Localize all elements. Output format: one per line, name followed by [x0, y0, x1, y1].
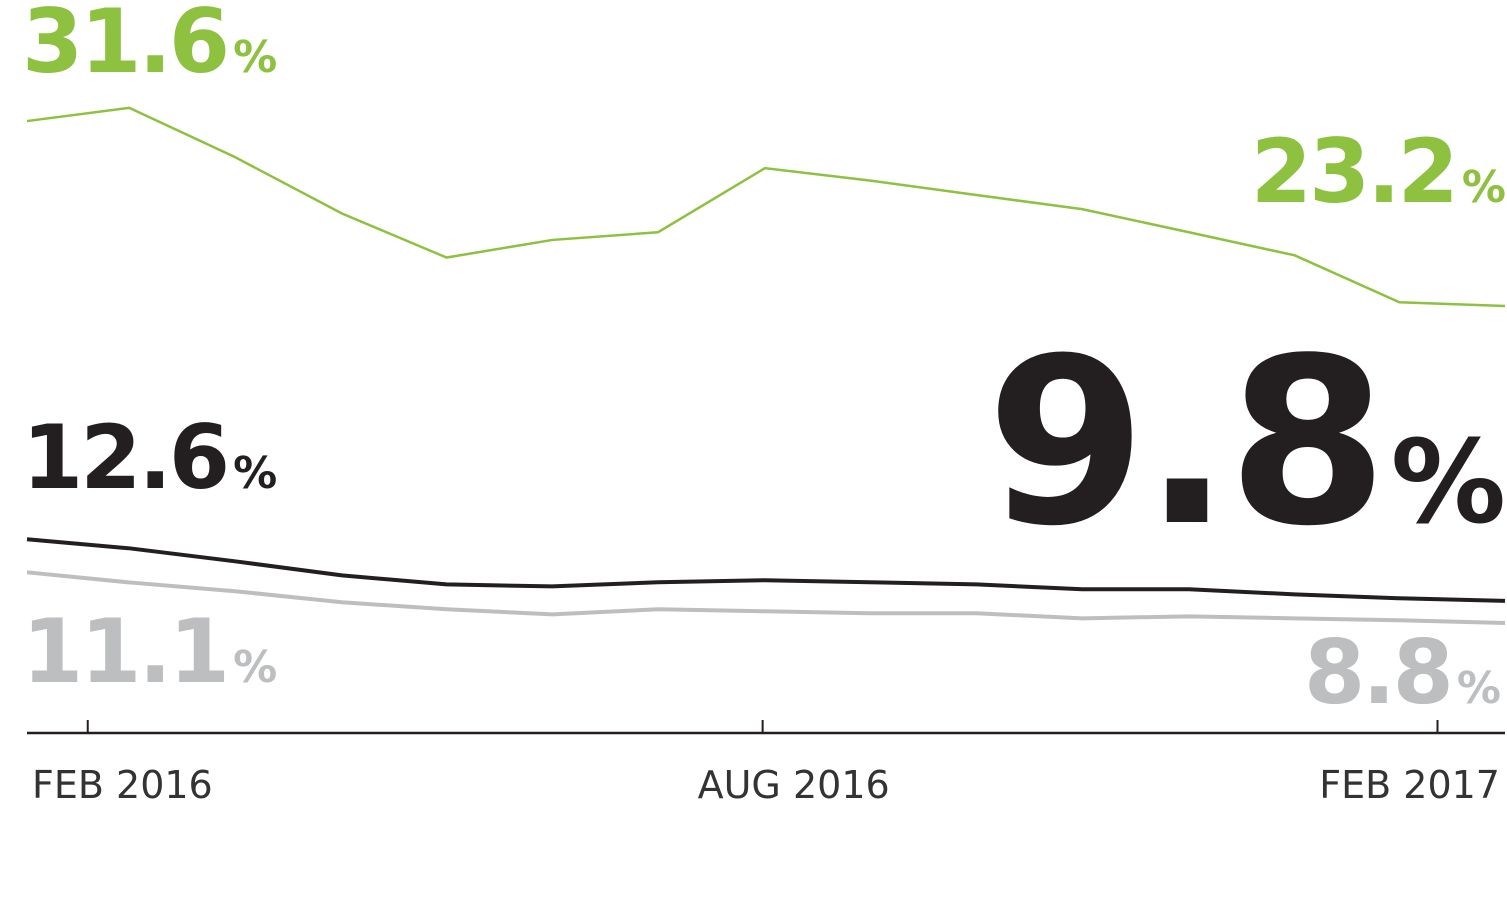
value-label: 11.1%: [22, 600, 276, 703]
value-label: 9.8%: [986, 310, 1503, 577]
value-label-number: 23.2: [1251, 120, 1456, 223]
value-label-number: 11.1: [22, 600, 227, 703]
value-label-unit: %: [1462, 162, 1505, 213]
value-label-number: 31.6: [22, 0, 227, 93]
value-label-unit: %: [1391, 416, 1503, 550]
value-label-number: 9.8: [986, 310, 1384, 577]
x-tick-label: FEB 2016: [32, 763, 213, 807]
value-label-number: 12.6: [22, 406, 227, 509]
series-line: [26, 537, 1506, 603]
value-label: 23.2%: [1251, 120, 1505, 223]
value-label-unit: %: [1457, 663, 1500, 714]
series-line: [26, 106, 1506, 308]
series-line: [26, 570, 1506, 625]
value-label-unit: %: [233, 32, 276, 83]
value-label-unit: %: [233, 642, 276, 693]
value-label-number: 8.8: [1304, 621, 1451, 724]
value-label: 12.6%: [22, 406, 276, 509]
value-label: 8.8%: [1304, 621, 1500, 724]
x-tick-label: AUG 2016: [698, 763, 890, 807]
value-label-unit: %: [233, 448, 276, 499]
value-label: 31.6%: [22, 0, 276, 93]
x-tick-label: FEB 2017: [1319, 763, 1500, 807]
